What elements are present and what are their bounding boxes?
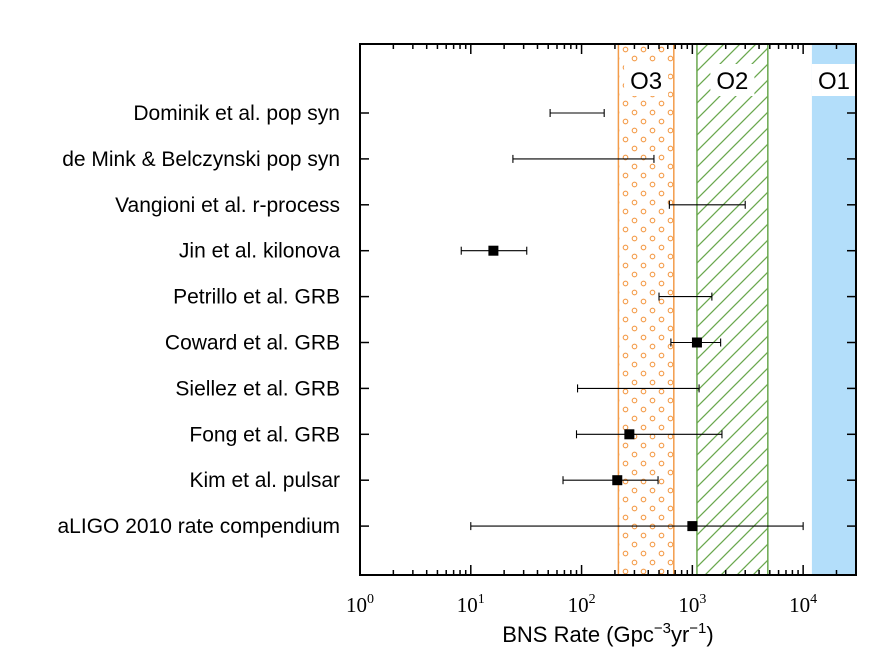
axes-layer bbox=[359, 43, 857, 576]
estimate-row bbox=[658, 292, 713, 301]
estimate-row bbox=[470, 521, 804, 532]
band-o3 bbox=[618, 44, 674, 575]
x-tick-label: 100 bbox=[346, 592, 374, 617]
estimate-row bbox=[577, 384, 700, 393]
central-marker bbox=[612, 475, 623, 486]
estimate-row bbox=[668, 200, 746, 209]
row-label: Coward et al. GRB bbox=[165, 332, 340, 355]
estimate-row bbox=[512, 154, 655, 163]
plot-frame bbox=[359, 43, 857, 576]
row-label: Jin et al. kilonova bbox=[179, 240, 340, 263]
x-tick-label: 102 bbox=[568, 592, 596, 617]
x-tick-label: 103 bbox=[678, 592, 706, 617]
band-label-bg bbox=[710, 64, 755, 96]
x-tick-label: 101 bbox=[457, 592, 485, 617]
estimate-row bbox=[575, 429, 723, 440]
x-axis-label: BNS Rate (Gpc−3yr−1) bbox=[502, 620, 713, 647]
errorbars-layer bbox=[460, 109, 804, 532]
estimate-row bbox=[670, 337, 722, 348]
band-label-bg bbox=[624, 64, 669, 96]
row-label: Vangioni et al. r-process bbox=[115, 194, 340, 217]
row-label: Fong et al. GRB bbox=[189, 423, 340, 446]
band-label-bg bbox=[811, 64, 856, 96]
estimate-row bbox=[549, 109, 605, 117]
row-label: Petrillo et al. GRB bbox=[173, 286, 340, 309]
row-label: Kim et al. pulsar bbox=[189, 469, 340, 492]
x-tick-label: 104 bbox=[789, 592, 817, 617]
row-label: Dominik et al. pop syn bbox=[133, 102, 340, 125]
central-marker bbox=[488, 245, 499, 256]
bands-layer: O3 O2 O1 bbox=[617, 44, 856, 575]
row-label: de Mink & Belczynski pop syn bbox=[62, 148, 340, 171]
row-label: aLIGO 2010 rate compendium bbox=[58, 515, 341, 538]
central-marker bbox=[691, 337, 702, 348]
band-o1 bbox=[811, 44, 856, 575]
band-o2 bbox=[696, 44, 768, 575]
band-label-o2: O2 bbox=[716, 68, 748, 95]
central-marker bbox=[687, 521, 698, 532]
central-marker bbox=[624, 429, 635, 440]
estimate-row bbox=[562, 475, 659, 486]
labels-layer: Dominik et al. pop syn de Mink & Belczyns… bbox=[58, 102, 818, 617]
row-label: Siellez et al. GRB bbox=[175, 377, 340, 400]
band-label-o1: O1 bbox=[818, 68, 850, 95]
band-label-o3: O3 bbox=[630, 68, 662, 95]
estimate-row bbox=[460, 245, 528, 256]
